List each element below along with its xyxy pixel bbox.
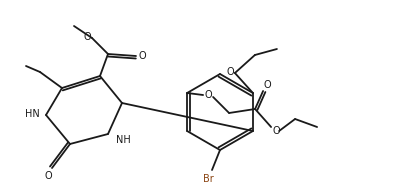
Text: O: O: [83, 32, 91, 42]
Text: Br: Br: [203, 174, 214, 184]
Text: O: O: [263, 80, 271, 90]
Text: O: O: [44, 171, 52, 181]
Text: O: O: [138, 51, 146, 61]
Text: NH: NH: [116, 135, 131, 145]
Text: HN: HN: [25, 109, 40, 119]
Text: O: O: [226, 67, 234, 77]
Text: O: O: [204, 90, 212, 100]
Text: O: O: [272, 126, 280, 136]
